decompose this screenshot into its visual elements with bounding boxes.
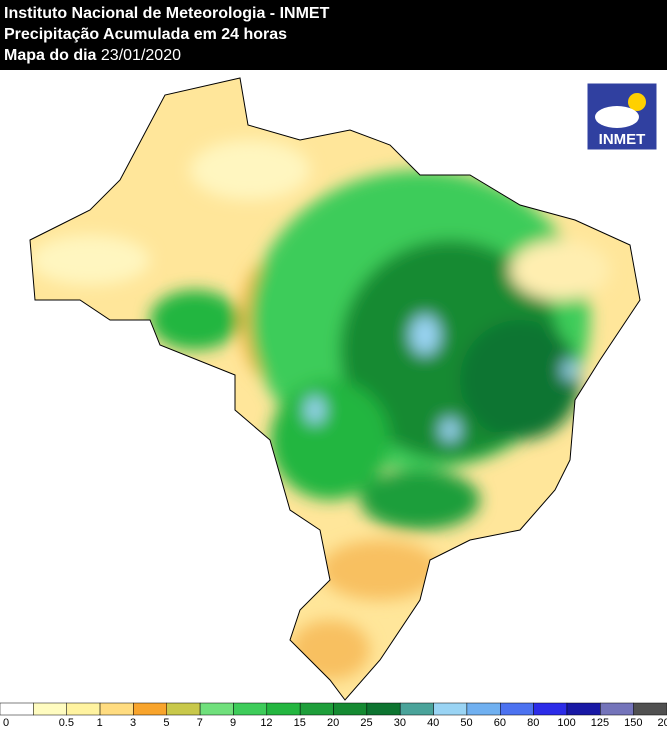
header: Instituto Nacional de Meteorologia - INM…	[0, 0, 667, 70]
legend-label: 7	[197, 717, 203, 729]
precip-field	[30, 78, 640, 700]
legend-label: 1	[97, 717, 103, 729]
legend-label: 40	[427, 717, 439, 729]
legend-swatch	[199, 702, 234, 716]
legend-swatch	[433, 702, 468, 716]
date: 23/01/2020	[100, 47, 181, 64]
legend-label: 200	[657, 717, 667, 729]
legend-swatch	[299, 702, 334, 716]
legend-label: 3	[130, 717, 136, 729]
legend-label: 0	[3, 717, 9, 729]
legend-swatch	[266, 702, 301, 716]
legend-label: 30	[394, 717, 406, 729]
legend-label: 0.5	[59, 717, 74, 729]
legend-label: 9	[230, 717, 236, 729]
legend-label: 25	[360, 717, 372, 729]
legend-label: 12	[260, 717, 272, 729]
legend-swatch	[99, 702, 134, 716]
legend-label: 125	[591, 717, 609, 729]
logo-text: INMET	[599, 131, 646, 148]
legend-swatch	[366, 702, 401, 716]
legend-swatch	[233, 702, 268, 716]
legend-swatch	[33, 702, 67, 716]
legend-swatch	[166, 702, 201, 716]
map: INMET 0 0.5 1 3 5 7 9 12 15 20 25 30 40 50 60 80 100 125 1…	[0, 77, 667, 729]
legend-label: 50	[460, 717, 472, 729]
legend: 0 0.5 1 3 5 7 9 12 15 20 25 30 40 50 60 80 100 125 150 200	[0, 702, 667, 729]
legend-swatch	[66, 702, 101, 716]
legend-label: 20	[327, 717, 339, 729]
legend-swatch	[133, 702, 167, 716]
legend-label: 100	[557, 717, 575, 729]
legend-swatch	[399, 702, 434, 716]
legend-swatch	[533, 702, 568, 716]
legend-label: 15	[294, 717, 306, 729]
legend-swatch	[333, 702, 368, 716]
title: Instituto Nacional de Meteorologia - INM…	[4, 5, 330, 22]
date-label: Mapa do dia	[4, 47, 97, 64]
legend-label: 80	[527, 717, 539, 729]
legend-swatch	[566, 702, 601, 716]
legend-swatch	[500, 702, 534, 716]
legend-swatch	[600, 702, 634, 716]
legend-label: 150	[624, 717, 642, 729]
legend-swatch	[0, 702, 34, 716]
logo: INMET	[586, 82, 658, 151]
legend-swatch	[466, 702, 501, 716]
legend-label: 5	[163, 717, 169, 729]
legend-label: 60	[494, 717, 506, 729]
legend-swatch	[633, 702, 667, 716]
subtitle: Precipitação Acumulada em 24 horas	[4, 26, 288, 43]
